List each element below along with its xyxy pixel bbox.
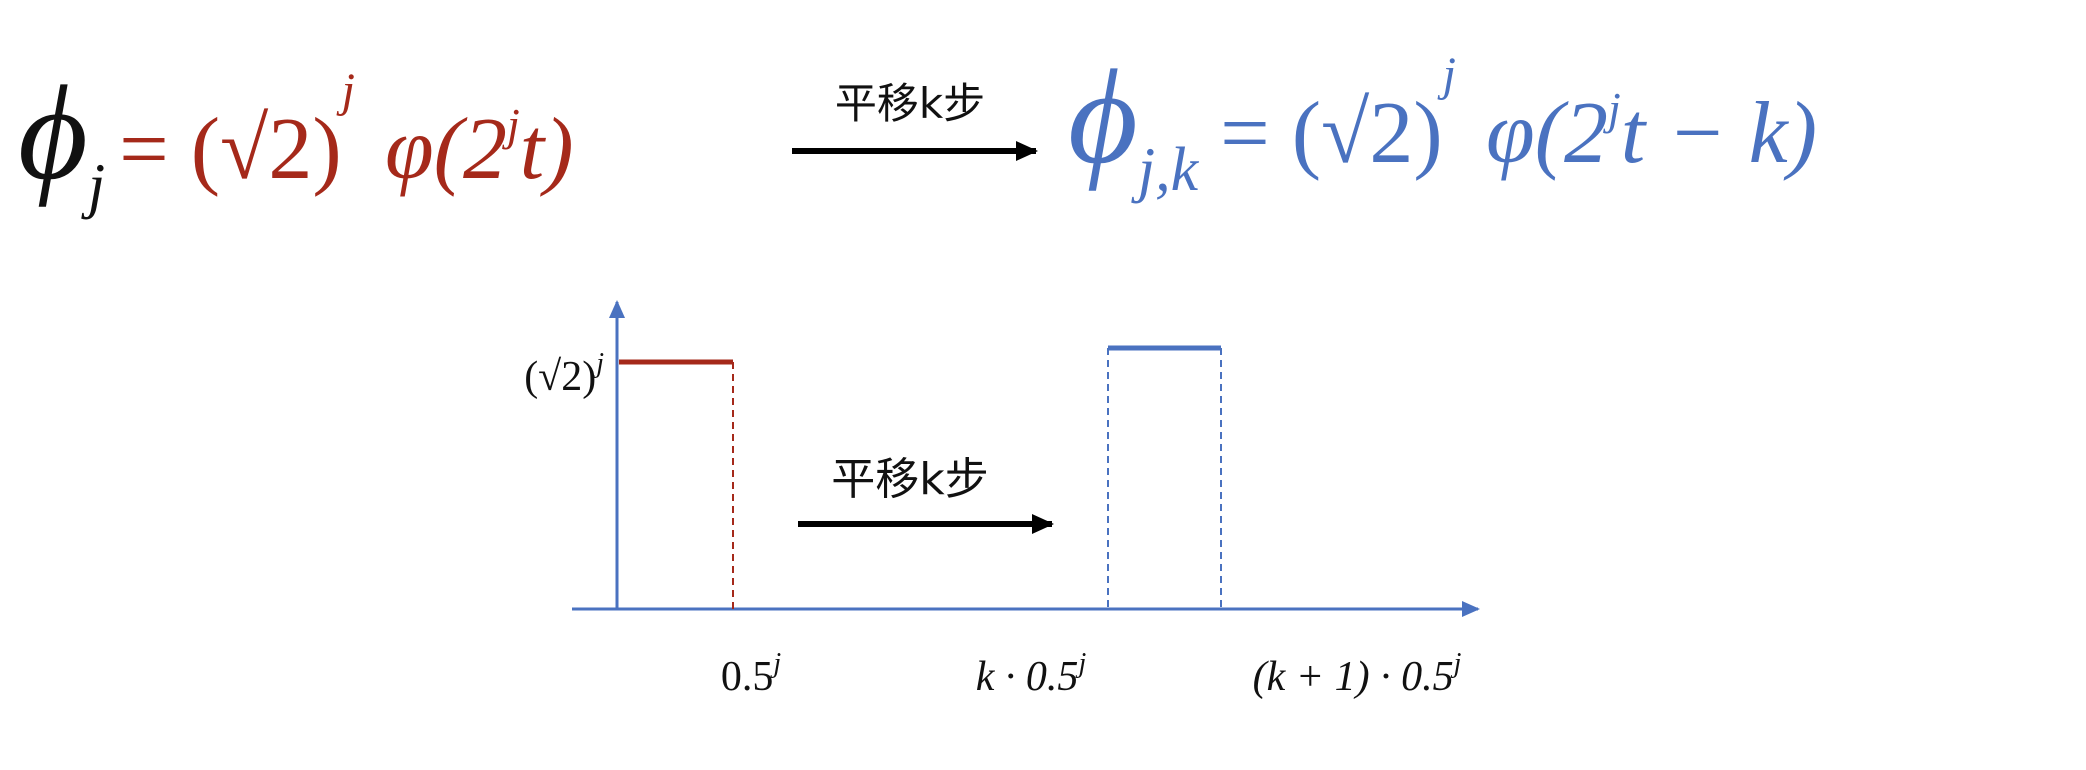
right-formula: ϕj,k = (√2)jφ(2jt − k) bbox=[1068, 43, 1817, 204]
x-label-sup: j bbox=[1451, 648, 1462, 679]
symbol: ϕ bbox=[18, 59, 88, 208]
equation: = (√2) bbox=[119, 101, 342, 198]
function-end: t) bbox=[520, 101, 574, 198]
subscript: j,k bbox=[1131, 136, 1200, 204]
x-label: 0.5j bbox=[721, 648, 782, 700]
y-label-base: (√2) bbox=[524, 354, 596, 400]
function-end: t − k) bbox=[1621, 85, 1817, 182]
equation: = (√2) bbox=[1220, 85, 1443, 182]
function-superscript: j bbox=[1603, 83, 1621, 134]
x-label-base: 0.5 bbox=[721, 654, 774, 700]
symbol: ϕ bbox=[1068, 43, 1138, 192]
x-label-base: k · 0.5 bbox=[976, 654, 1079, 700]
x-label-base: (k + 1) · 0.5 bbox=[1253, 654, 1454, 700]
function-superscript: j bbox=[502, 99, 520, 150]
x-label-sup: j bbox=[770, 648, 781, 679]
y-label: (√2)j bbox=[524, 348, 604, 400]
y-label-sup: j bbox=[593, 348, 604, 379]
function: φ(2 bbox=[385, 101, 507, 198]
x-label-sup: j bbox=[1075, 648, 1086, 679]
function: φ(2 bbox=[1486, 85, 1608, 182]
arrow-label: 平移k步 bbox=[835, 79, 985, 128]
x-label: k · 0.5j bbox=[976, 648, 1087, 700]
arrow-label: 平移k步 bbox=[831, 454, 988, 505]
x-label: (k + 1) · 0.5j bbox=[1253, 648, 1462, 700]
left-formula: ϕj = (√2)jφ(2jt) bbox=[18, 59, 574, 220]
